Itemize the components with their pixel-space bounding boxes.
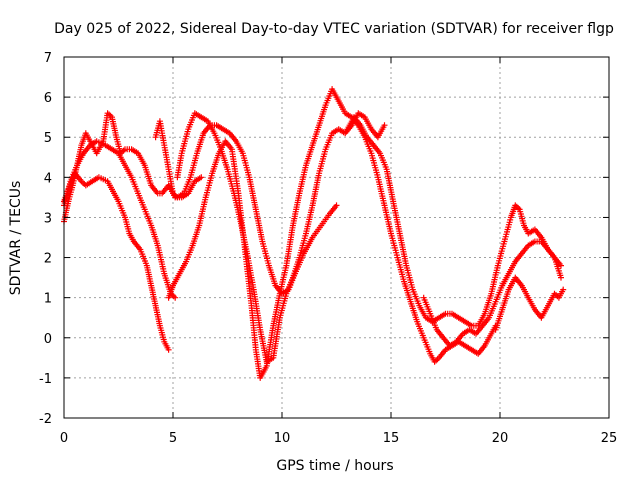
series-track-6 [165,86,499,381]
data-point-markers [174,110,388,365]
x-tick-label: 0 [60,431,68,446]
y-tick-label: -1 [39,372,52,387]
y-axis-ticks: -2 -1 0 1 2 3 4 5 6 7 [39,51,609,427]
series-track-1 [61,170,172,353]
series-track-5 [174,110,388,365]
data-marks [61,86,567,381]
y-tick-label: -2 [39,412,52,427]
data-point-markers [420,238,564,349]
data-point-markers [165,86,499,381]
y-axis-label: SDTVAR / TECUs [8,181,24,296]
x-tick-label: 15 [383,431,400,446]
y-tick-label: 3 [44,211,52,226]
data-point-markers [61,170,172,353]
y-tick-label: 2 [44,252,52,267]
series-track-7 [344,114,564,329]
data-point-markers [344,114,564,329]
series-track-8 [420,238,564,349]
chart-title: Day 025 of 2022, Sidereal Day-to-day VTE… [54,21,614,37]
x-tick-label: 25 [601,431,618,446]
y-tick-label: 6 [44,91,52,106]
series-track-9 [492,274,567,333]
x-tick-label: 5 [169,431,177,446]
x-axis-ticks: 0 5 10 15 20 25 [60,57,617,446]
y-tick-label: 5 [44,131,52,146]
plot-frame [63,56,610,419]
y-tick-label: 1 [44,292,52,307]
y-tick-label: 4 [44,171,52,186]
y-tick-label: 7 [44,51,52,66]
x-tick-label: 10 [274,431,291,446]
x-tick-label: 20 [492,431,509,446]
grid-lines [64,57,609,418]
y-tick-label: 0 [44,332,52,347]
x-axis-label: GPS time / hours [276,458,393,474]
series-track-3 [61,110,205,225]
data-point-markers [492,274,567,333]
data-point-markers [61,110,205,225]
